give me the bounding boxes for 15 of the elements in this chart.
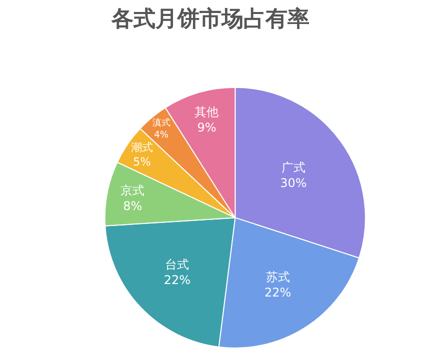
slice-label: 台式 [165,257,190,272]
data-label: 5% [133,155,151,168]
slice-label: 京式 [120,183,145,198]
data-label: 30% [280,176,307,190]
data-label: 9% [197,120,216,135]
data-label: 22% [164,272,190,287]
slice-label: 广式 [281,160,306,175]
data-label: 22% [264,286,292,300]
data-label: 4% [154,130,169,140]
slice-label: 潮式 [130,140,153,154]
slice-label: 其他 [194,105,219,120]
chart-title: 各式月饼市场占有率 [110,6,310,32]
slice-label: 苏式 [266,270,290,284]
data-label: 8% [123,198,142,213]
slice-label: 滇式 [152,118,170,129]
